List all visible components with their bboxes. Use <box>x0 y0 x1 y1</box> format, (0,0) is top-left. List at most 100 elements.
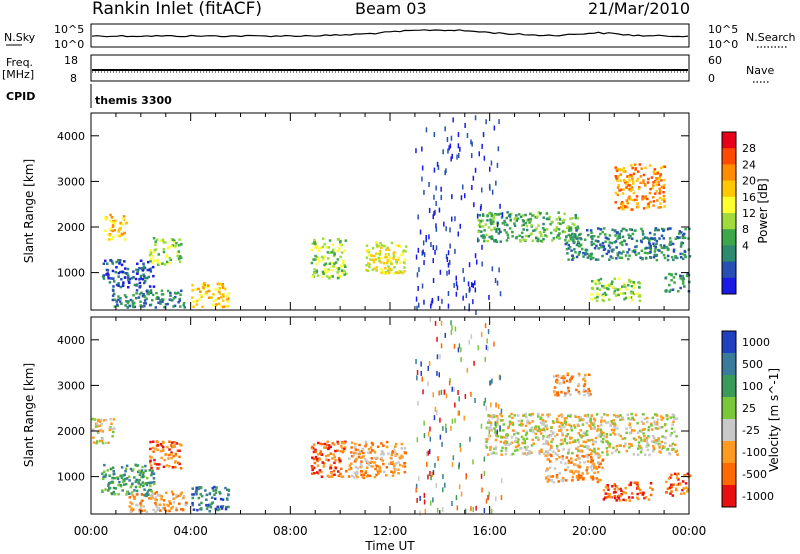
data-cell <box>117 295 120 298</box>
data-cell <box>631 496 634 499</box>
data-cell <box>197 487 200 491</box>
data-cell <box>312 457 316 461</box>
data-cell <box>159 450 163 453</box>
data-cell <box>553 386 557 389</box>
data-cell <box>563 230 567 234</box>
data-cell <box>215 303 218 306</box>
data-cell <box>449 227 451 233</box>
data-cell <box>630 228 633 231</box>
data-cell <box>436 354 439 360</box>
data-cell <box>358 450 361 453</box>
data-cell <box>668 444 672 447</box>
data-cell <box>670 273 673 276</box>
data-cell <box>481 214 485 218</box>
data-cell <box>153 480 156 484</box>
data-cell <box>559 442 563 446</box>
data-cell <box>105 216 108 219</box>
data-cell <box>168 440 171 443</box>
data-cell <box>121 284 125 288</box>
data-cell <box>649 248 652 251</box>
data-cell <box>329 452 332 455</box>
data-cell <box>127 278 130 281</box>
data-cell <box>652 256 656 259</box>
data-cell <box>621 437 624 441</box>
data-cell <box>199 290 202 293</box>
data-cell <box>521 214 525 217</box>
data-cell <box>676 483 679 487</box>
data-cell <box>382 271 386 274</box>
data-cell <box>135 289 139 292</box>
data-cell <box>339 449 342 453</box>
data-cell <box>351 455 354 458</box>
data-cell <box>618 232 622 236</box>
colorbar-swatch <box>722 213 736 230</box>
data-cell <box>501 446 504 450</box>
data-cell <box>141 493 144 496</box>
data-cell <box>621 243 624 247</box>
data-cell <box>505 449 508 452</box>
data-cell <box>203 283 206 287</box>
data-cell <box>652 200 656 203</box>
data-cell <box>615 257 618 260</box>
data-cell <box>569 236 572 239</box>
data-cell <box>404 245 408 248</box>
data-cell <box>480 473 483 479</box>
data-cell <box>191 496 194 500</box>
data-cell <box>635 198 638 201</box>
data-cell <box>568 246 572 249</box>
data-cell <box>660 440 663 444</box>
data-cell <box>458 410 460 416</box>
data-cell <box>596 471 600 474</box>
data-cell <box>133 476 136 479</box>
data-cell <box>366 269 370 273</box>
data-cell <box>429 436 432 442</box>
data-cell <box>121 489 124 492</box>
data-cell <box>530 451 533 454</box>
colorbar-tick-label: 8 <box>742 223 749 236</box>
data-cell <box>640 430 643 434</box>
data-cell <box>437 165 440 170</box>
data-cell <box>171 238 175 241</box>
data-cell <box>315 457 319 461</box>
data-cell <box>127 276 130 279</box>
data-cell <box>149 481 152 485</box>
data-cell <box>488 235 491 239</box>
data-cell <box>136 503 139 507</box>
data-cell <box>395 468 398 472</box>
data-cell <box>159 443 163 446</box>
data-cell <box>182 303 185 307</box>
data-cell <box>654 247 657 251</box>
data-cell <box>314 455 318 459</box>
data-cell <box>566 372 569 375</box>
data-cell <box>631 232 635 236</box>
data-cell <box>472 459 474 465</box>
data-cell <box>653 436 656 440</box>
data-cell <box>552 431 555 434</box>
data-cell <box>574 226 578 230</box>
data-cell <box>470 506 472 512</box>
data-cell <box>336 258 340 261</box>
data-cell <box>436 507 439 513</box>
data-cell <box>393 464 396 468</box>
data-cell <box>622 445 626 448</box>
data-cell <box>457 347 460 353</box>
data-cell <box>465 293 468 299</box>
data-cell <box>646 442 649 445</box>
data-cell <box>356 475 359 479</box>
data-cell <box>166 289 170 293</box>
data-cell <box>556 447 559 450</box>
data-cell <box>157 301 160 304</box>
data-cell <box>489 380 492 386</box>
data-cell <box>662 246 666 250</box>
data-cell <box>459 223 461 229</box>
data-cell <box>620 252 623 255</box>
data-cell <box>113 476 116 480</box>
data-cell <box>316 471 319 474</box>
data-cell <box>105 273 108 276</box>
data-cell <box>427 381 429 387</box>
data-cell <box>586 439 590 442</box>
data-cell <box>463 415 465 421</box>
data-cell <box>420 370 422 376</box>
data-cell <box>458 343 461 349</box>
